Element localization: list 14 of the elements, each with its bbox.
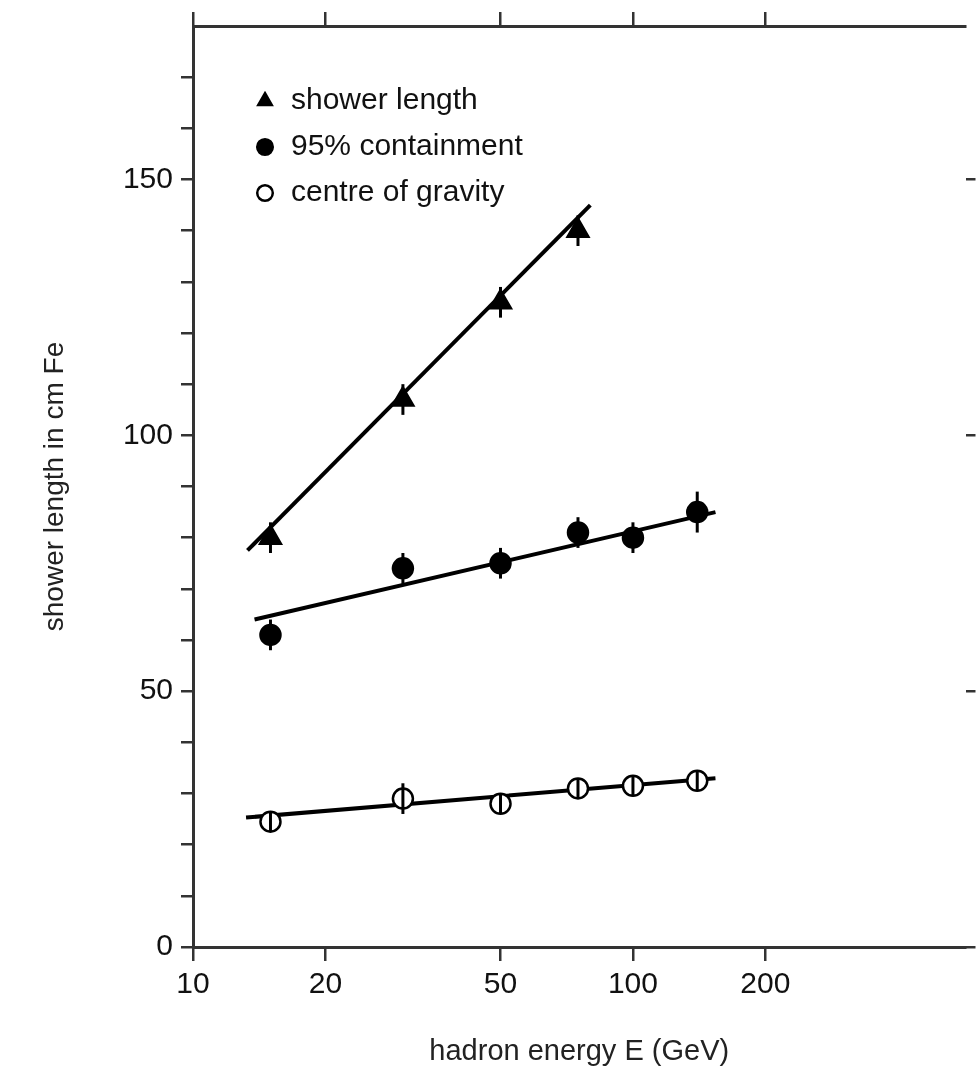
- legend-label: shower length: [291, 82, 478, 116]
- legend-label: 95% containment: [291, 128, 524, 162]
- legend-label: centre of gravity: [291, 174, 505, 208]
- x-tick-label: 20: [308, 966, 343, 1000]
- x-tick-label: 100: [607, 966, 658, 1000]
- y-axis-title: shower length in cm Fe: [37, 341, 69, 632]
- y-tick-label: 0: [156, 928, 173, 962]
- y-tick-label: 50: [139, 672, 173, 706]
- x-tick-label: 200: [740, 966, 791, 1000]
- x-tick-label: 10: [176, 966, 210, 1000]
- x-tick-label: 50: [483, 966, 518, 1000]
- y-tick-label: 100: [122, 416, 173, 450]
- x-axis-title: hadron energy E (GeV): [429, 1033, 730, 1066]
- y-tick-label: 150: [122, 160, 173, 194]
